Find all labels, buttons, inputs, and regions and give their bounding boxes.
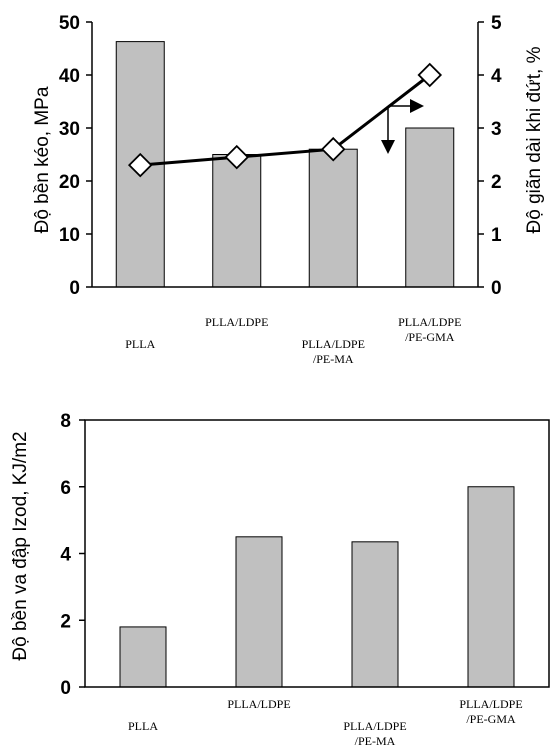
chart-tensile-elongation: 0 10 20 30 40 50 0 1 2 3 4 5 PLLA PLLA/LDPE PLLA/LDP… [32, 13, 545, 366]
chart-izod-impact: 0 2 4 6 8 PLLA PLLA/LDPE PLLA/LDPE/PE-MA PLLA/L… [10, 411, 550, 748]
y-tick-label-left: 50 [59, 13, 80, 34]
arrow-down [381, 106, 395, 154]
y-tick-label-left: 20 [59, 172, 80, 193]
y-axis-label-right: Độ giãn dài khi đứt, % [524, 46, 545, 233]
y-tick-label-right: 3 [491, 119, 502, 140]
y-tick-label-right: 2 [491, 172, 502, 193]
x-tick-label-2: PLLA/LDPE/PE-MA [343, 719, 406, 748]
y-tick-label-right: 5 [491, 13, 502, 34]
line-point-2 [320, 136, 346, 162]
y-tick-label: 4 [60, 545, 71, 566]
y-tick-label-left: 10 [59, 225, 80, 246]
x-tick-label-3: PLLA/LDPE/PE-GMA [398, 315, 461, 344]
y-tick-label-right: 1 [491, 225, 502, 246]
y-tick-label-left: 40 [59, 66, 80, 87]
line-point-1 [224, 144, 250, 170]
x-tick-label-3: PLLA/LDPE/PE-GMA [459, 697, 522, 726]
line-point-3 [417, 62, 443, 88]
x-tick-label-1: PLLA/LDPE [227, 697, 290, 711]
y-axis-label-left: Độ bền kéo, MPa [32, 86, 53, 233]
y-tick-label-right: 4 [491, 66, 502, 87]
x-tick-label-2: PLLA/LDPE/PE-MA [302, 337, 365, 366]
y-tick-label-right: 0 [491, 278, 502, 299]
y-tick-label: 6 [60, 478, 71, 499]
bar-1 [212, 154, 262, 288]
bar-0 [119, 626, 167, 688]
arrow-right [388, 99, 424, 113]
bar-3 [405, 127, 455, 288]
y-tick-label: 2 [60, 611, 71, 632]
bar-2 [351, 541, 399, 688]
x-tick-label-0: PLLA [125, 337, 155, 351]
y-tick-label-left: 30 [59, 119, 80, 140]
y-tick-label: 0 [60, 678, 71, 699]
line-point-0 [127, 152, 153, 178]
bar-3 [467, 486, 515, 688]
bar-2 [308, 148, 358, 288]
y-axis-label: Độ bền va đập Izod, KJ/m2 [10, 431, 31, 660]
x-tick-label-0: PLLA [128, 719, 158, 733]
line-series [140, 73, 431, 167]
y-tick-label: 8 [60, 411, 71, 432]
y-tick-label-left: 0 [69, 278, 80, 299]
bar-1 [235, 536, 283, 688]
x-tick-label-1: PLLA/LDPE [205, 315, 268, 329]
